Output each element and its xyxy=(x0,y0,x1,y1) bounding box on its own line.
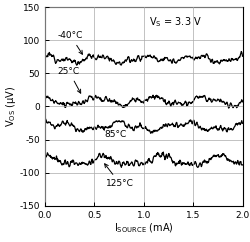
Text: 125°C: 125°C xyxy=(105,164,134,188)
Text: 25°C: 25°C xyxy=(58,67,81,93)
Y-axis label: $\mathregular{V_{OS}}$ (µV): $\mathregular{V_{OS}}$ (µV) xyxy=(4,86,18,127)
X-axis label: $\mathregular{I_{SOURCE}}$ (mA): $\mathregular{I_{SOURCE}}$ (mA) xyxy=(114,221,174,234)
Text: $\mathregular{V_S}$ = 3.3 V: $\mathregular{V_S}$ = 3.3 V xyxy=(149,15,202,29)
Text: 85°C: 85°C xyxy=(102,127,126,139)
Text: -40°C: -40°C xyxy=(58,31,83,54)
